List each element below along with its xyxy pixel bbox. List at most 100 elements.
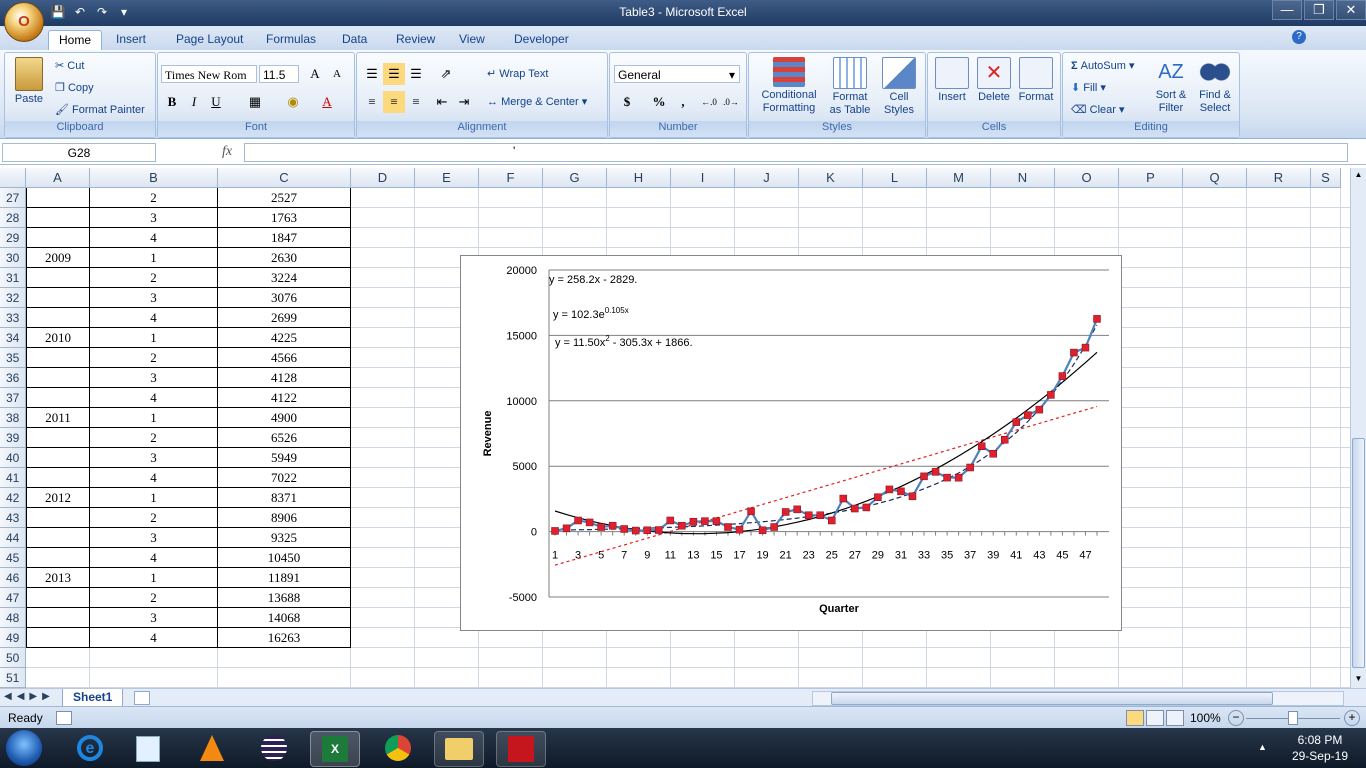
row-header[interactable]: 46	[0, 568, 26, 588]
cell-c30[interactable]: 2630	[218, 248, 351, 268]
increase-indent-icon[interactable]: ⇥	[458, 94, 470, 109]
column-header-a[interactable]: A	[26, 168, 90, 188]
cell-a31[interactable]	[26, 268, 90, 288]
cell-a43[interactable]	[26, 508, 90, 528]
merge-center-button[interactable]: ↔ Merge & Center ▾	[487, 96, 588, 108]
cell-b37[interactable]: 4	[90, 388, 218, 408]
align-right-icon[interactable]: ≡	[412, 94, 420, 109]
insert-sheet-icon[interactable]	[134, 691, 150, 705]
column-header-c[interactable]: C	[218, 168, 351, 188]
align-middle-icon[interactable]: ☰	[383, 63, 405, 85]
currency-button[interactable]: $	[623, 94, 631, 109]
grow-font-button[interactable]: A	[310, 66, 320, 81]
row-header[interactable]: 28	[0, 208, 26, 228]
page-layout-view-icon[interactable]	[1146, 710, 1164, 726]
cell-b48[interactable]: 3	[90, 608, 218, 628]
shrink-font-button[interactable]: A	[333, 68, 341, 80]
insert-cells-button[interactable]: Insert	[932, 57, 972, 104]
row-header[interactable]: 48	[0, 608, 26, 628]
zoom-in-icon[interactable]: +	[1344, 710, 1360, 726]
undo-icon[interactable]: ↶	[74, 5, 86, 19]
cell-b31[interactable]: 2	[90, 268, 218, 288]
copy-button[interactable]: ❐ Copy	[55, 81, 94, 94]
cell-c42[interactable]: 8371	[218, 488, 351, 508]
insert-function-button[interactable]: fx	[222, 144, 233, 159]
row-header[interactable]: 50	[0, 648, 26, 668]
row-header[interactable]: 36	[0, 368, 26, 388]
cell-b28[interactable]: 3	[90, 208, 218, 228]
macro-record-icon[interactable]	[56, 711, 72, 725]
align-bottom-icon[interactable]: ☰	[410, 66, 422, 81]
cell-a33[interactable]	[26, 308, 90, 328]
bold-button[interactable]: B	[167, 94, 177, 109]
cell-c40[interactable]: 5949	[218, 448, 351, 468]
minimize-button[interactable]: —	[1272, 0, 1302, 20]
paste-button[interactable]: Paste	[9, 57, 49, 106]
cell-a27[interactable]	[26, 188, 90, 208]
cell-c50[interactable]	[218, 648, 351, 668]
column-header-d[interactable]: D	[351, 168, 415, 188]
column-header-n[interactable]: N	[991, 168, 1055, 188]
media-player-icon[interactable]	[124, 731, 172, 765]
row-header[interactable]: 45	[0, 548, 26, 568]
scroll-up-icon[interactable]: ▲	[1354, 170, 1363, 179]
row-header[interactable]: 51	[0, 668, 26, 688]
cell-c28[interactable]: 1763	[218, 208, 351, 228]
fill-button[interactable]: ⬇ Fill ▾	[1071, 82, 1106, 94]
row-header[interactable]: 47	[0, 588, 26, 608]
cell-c37[interactable]: 4122	[218, 388, 351, 408]
decrease-indent-icon[interactable]: ⇤	[436, 94, 448, 109]
row-header[interactable]: 40	[0, 448, 26, 468]
cell-a34[interactable]: 2010	[26, 328, 90, 348]
sheet-tab-sheet1[interactable]: Sheet1	[62, 689, 124, 707]
row-header[interactable]: 29	[0, 228, 26, 248]
show-hidden-icons-icon[interactable]: ▲	[1258, 742, 1267, 752]
cell-c39[interactable]: 6526	[218, 428, 351, 448]
column-header-g[interactable]: G	[543, 168, 607, 188]
cell-c43[interactable]: 8906	[218, 508, 351, 528]
column-header-f[interactable]: F	[479, 168, 543, 188]
internet-explorer-icon[interactable]: e	[66, 731, 114, 765]
tab-page-layout[interactable]: Page Layout	[176, 32, 244, 46]
cell-b46[interactable]: 1	[90, 568, 218, 588]
row-header[interactable]: 43	[0, 508, 26, 528]
sort-filter-button[interactable]: AZ Sort & Filter	[1149, 57, 1193, 115]
office-button[interactable]: O	[4, 2, 44, 42]
cell-b32[interactable]: 3	[90, 288, 218, 308]
cell-c27[interactable]: 2527	[218, 188, 351, 208]
cell-a49[interactable]	[26, 628, 90, 648]
number-format-select[interactable]: General ▾	[614, 65, 740, 83]
start-button[interactable]	[6, 730, 42, 766]
normal-view-icon[interactable]	[1126, 710, 1144, 726]
customize-qat-icon[interactable]: ▾	[120, 5, 128, 19]
cell-c33[interactable]: 2699	[218, 308, 351, 328]
column-header-b[interactable]: B	[90, 168, 218, 188]
cell-b42[interactable]: 1	[90, 488, 218, 508]
row-header[interactable]: 41	[0, 468, 26, 488]
column-header-k[interactable]: K	[799, 168, 863, 188]
tab-insert[interactable]: Insert	[116, 32, 147, 46]
cell-a50[interactable]	[26, 648, 90, 668]
close-button[interactable]: ✕	[1336, 0, 1366, 20]
row-header[interactable]: 33	[0, 308, 26, 328]
cell-a47[interactable]	[26, 588, 90, 608]
vertical-scroll-thumb[interactable]	[1352, 438, 1365, 668]
column-header-h[interactable]: H	[607, 168, 671, 188]
clear-button[interactable]: ⌫ Clear ▾	[1071, 104, 1125, 116]
cell-b30[interactable]: 1	[90, 248, 218, 268]
font-size-select[interactable]: 11.5	[259, 65, 299, 83]
cell-b41[interactable]: 4	[90, 468, 218, 488]
format-as-table-button[interactable]: Format as Table	[825, 57, 875, 117]
cell-c38[interactable]: 4900	[218, 408, 351, 428]
cell-c49[interactable]: 16263	[218, 628, 351, 648]
restore-button[interactable]: ❐	[1304, 0, 1334, 20]
chart[interactable]: 20000 15000 10000 5000 0 -5000 1 3 5 7 9 11 13 15 17 19…	[460, 255, 1122, 631]
name-box[interactable]: G28	[2, 143, 156, 162]
cell-b49[interactable]: 4	[90, 628, 218, 648]
delete-cells-button[interactable]: ✕ Delete	[974, 57, 1014, 104]
help-icon[interactable]: ?	[1292, 30, 1306, 44]
column-header-p[interactable]: P	[1119, 168, 1183, 188]
pdf-reader-icon[interactable]	[496, 731, 546, 767]
cell-c45[interactable]: 10450	[218, 548, 351, 568]
autosum-button[interactable]: Σ AutoSum ▾	[1071, 60, 1135, 72]
